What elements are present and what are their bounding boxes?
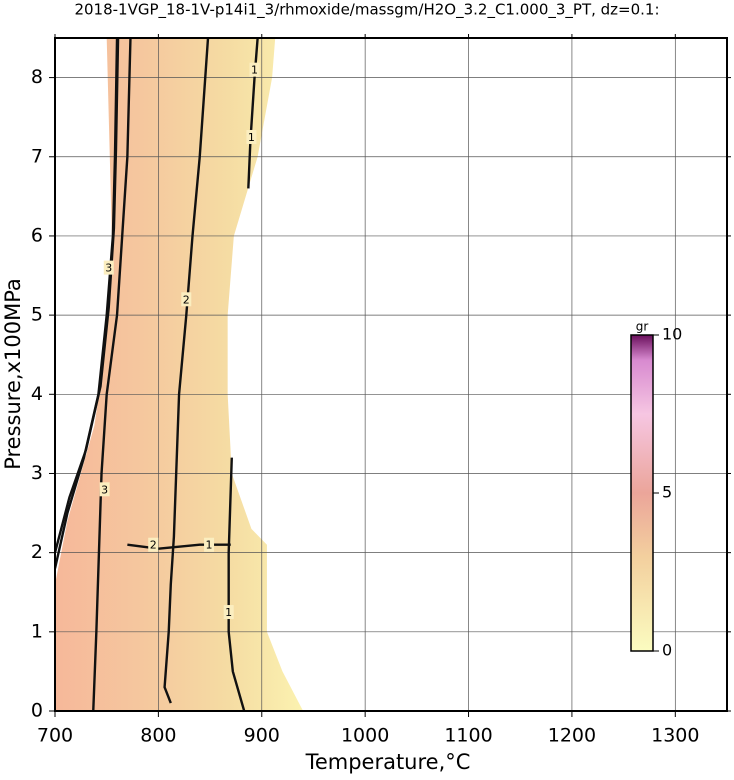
plot-area: 1 1 1 1 2 2 3 3 — [55, 38, 727, 711]
overlay: 700 800 900 1000 1100 1200 1300 0 1 2 3 4 5 6 7 8 gr 0 5 10 — [31, 34, 731, 747]
contour-label: 2 — [183, 293, 190, 306]
y-tick-label: 2 — [31, 541, 43, 563]
contour-label: 3 — [101, 483, 108, 496]
y-tick-label: 4 — [31, 383, 43, 405]
y-tick-label: 1 — [31, 620, 43, 642]
contour-label-bg — [204, 537, 215, 552]
contour-label-bg — [148, 537, 159, 552]
x-tick-label: 700 — [37, 725, 73, 747]
y-tick-label: 0 — [31, 700, 43, 722]
y-tick-label: 3 — [31, 462, 43, 484]
y-axis-label: Pressure,x100MPa — [1, 278, 25, 470]
contour-label-bg — [99, 482, 110, 497]
contour-label: 3 — [105, 262, 112, 275]
contour-line — [163, 38, 210, 704]
x-tick-label: 900 — [244, 725, 280, 747]
colorbar-tick-label: 10 — [662, 325, 682, 344]
contour-line — [227, 457, 246, 711]
x-axis-label: Temperature,°C — [305, 750, 471, 774]
contour-label: 1 — [251, 64, 258, 77]
contour-label: 1 — [248, 131, 255, 144]
contour-line — [92, 38, 132, 711]
chart-title: 2018-1VGP_18-1V-p14i1_3/rhmoxide/massgm/… — [74, 1, 659, 20]
contour-line — [247, 38, 259, 189]
y-tick-label: 6 — [31, 224, 43, 246]
x-tick-label: 1000 — [341, 725, 389, 747]
contour-label: 2 — [150, 539, 157, 552]
contour-line — [55, 38, 120, 553]
y-tick-label: 5 — [31, 304, 43, 326]
contour-label-bg — [223, 605, 234, 620]
contour-label-bg — [181, 292, 192, 307]
y-tick-label: 7 — [31, 145, 43, 167]
contour-label-bg — [246, 129, 257, 144]
colorbar — [630, 334, 654, 652]
contour-line — [127, 543, 231, 550]
plot-frame — [54, 37, 728, 712]
contour-label: 1 — [206, 539, 213, 552]
y-tick-label: 8 — [31, 66, 43, 88]
x-tick-label: 1200 — [548, 725, 596, 747]
colorbar-label: gr — [636, 320, 649, 334]
x-tick-label: 1100 — [444, 725, 492, 747]
colorbar-tick-label: 0 — [662, 641, 672, 660]
colorbar-tick-label: 5 — [662, 483, 672, 502]
x-tick-label: 1300 — [651, 725, 699, 747]
contour-label-bg — [103, 260, 114, 275]
x-tick-label: 800 — [140, 725, 176, 747]
contour-label-bg — [249, 62, 260, 77]
contour-label: 1 — [225, 606, 232, 619]
stable-field — [55, 38, 304, 711]
